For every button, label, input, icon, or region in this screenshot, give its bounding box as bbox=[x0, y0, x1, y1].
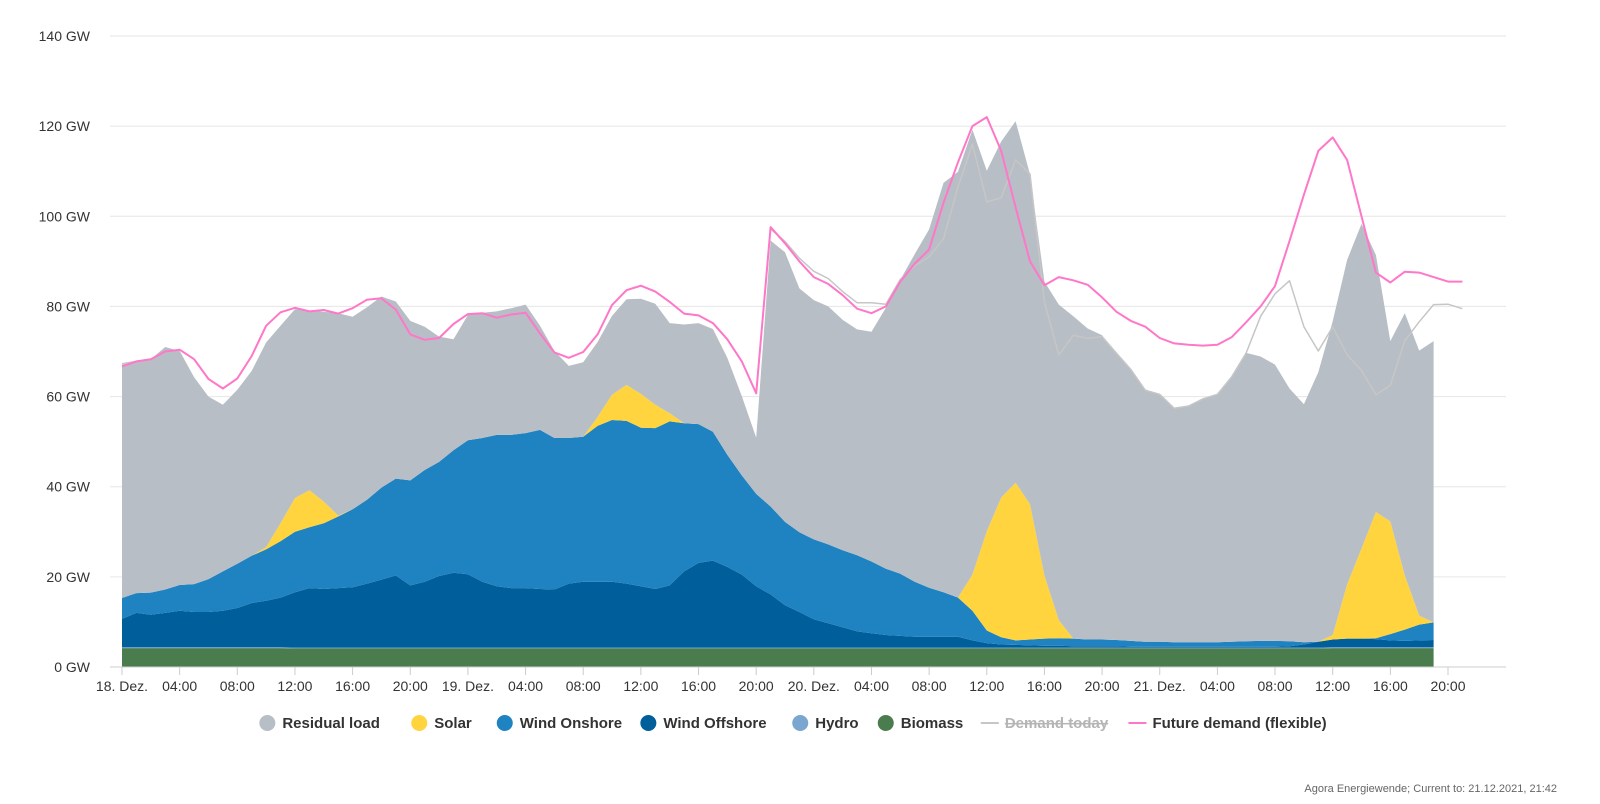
x-tick-label: 08:00 bbox=[220, 678, 255, 694]
area-residual-load bbox=[122, 121, 1434, 643]
legend: Residual load Solar Wind Onshore Wind Offsh… bbox=[259, 715, 1327, 732]
legend-item-hydro[interactable]: Hydro bbox=[792, 715, 859, 732]
y-tick-label: 0 GW bbox=[54, 659, 91, 675]
stacked-areas bbox=[122, 121, 1434, 667]
demand-lines bbox=[121, 116, 1463, 410]
x-tick-label: 04:00 bbox=[508, 678, 543, 694]
legend-label: Demand today bbox=[1005, 715, 1109, 732]
legend-marker-icon bbox=[640, 715, 657, 731]
area-hydro bbox=[122, 647, 1434, 649]
x-tick-label: 19. Dez. bbox=[442, 678, 494, 694]
y-tick-label: 20 GW bbox=[46, 569, 90, 585]
x-tick-label: 08:00 bbox=[566, 678, 601, 694]
legend-marker-icon bbox=[877, 715, 894, 731]
x-tick-label: 08:00 bbox=[912, 678, 947, 694]
legend-label: Hydro bbox=[815, 715, 858, 732]
x-tick-label: 16:00 bbox=[1027, 678, 1062, 694]
x-tick-label: 21. Dez. bbox=[1134, 678, 1186, 694]
legend-label: Biomass bbox=[901, 715, 964, 732]
x-tick-label: 18. Dez. bbox=[96, 678, 148, 694]
legend-item-demand-today[interactable]: Demand today bbox=[980, 715, 1109, 732]
x-tick-label: 20:00 bbox=[1085, 678, 1120, 694]
legend-label: Wind Onshore bbox=[520, 715, 622, 732]
legend-marker-icon bbox=[411, 715, 428, 731]
x-tick-label: 20:00 bbox=[1430, 678, 1465, 694]
legend-item-biomass[interactable]: Biomass bbox=[877, 715, 964, 732]
y-tick-label: 80 GW bbox=[46, 298, 90, 314]
x-tick-label: 12:00 bbox=[623, 678, 658, 694]
x-tick-label: 16:00 bbox=[335, 678, 370, 694]
x-tick-label: 20. Dez. bbox=[788, 678, 840, 694]
x-tick-label: 04:00 bbox=[1200, 678, 1235, 694]
x-tick-label: 12:00 bbox=[277, 678, 312, 694]
area-wind-onshore bbox=[122, 420, 1434, 647]
area-biomass bbox=[122, 648, 1434, 667]
y-tick-label: 140 GW bbox=[39, 28, 91, 44]
x-tick-label: 20:00 bbox=[393, 678, 428, 694]
x-tick-label: 12:00 bbox=[969, 678, 1004, 694]
x-tick-label: 08:00 bbox=[1258, 678, 1293, 694]
legend-item-wind-onshore[interactable]: Wind Onshore bbox=[496, 715, 622, 732]
legend-item-wind-offshore[interactable]: Wind Offshore bbox=[640, 715, 767, 732]
area-wind-offshore bbox=[122, 560, 1434, 648]
legend-marker-icon bbox=[496, 715, 513, 731]
legend-label: Solar bbox=[434, 715, 472, 732]
line-future-demand-flexible- bbox=[121, 116, 1463, 395]
legend-label: Wind Offshore bbox=[663, 715, 766, 732]
x-tick-label: 20:00 bbox=[739, 678, 774, 694]
y-tick-label: 100 GW bbox=[39, 208, 91, 224]
y-tick-label: 40 GW bbox=[46, 479, 90, 495]
y-tick-label: 60 GW bbox=[46, 389, 90, 405]
y-tick-label: 120 GW bbox=[39, 118, 91, 134]
legend-label: Future demand (flexible) bbox=[1152, 715, 1326, 732]
x-tick-label: 04:00 bbox=[854, 678, 889, 694]
legend-item-future-demand-flexible-[interactable]: Future demand (flexible) bbox=[1128, 715, 1327, 732]
x-tick-label: 16:00 bbox=[1373, 678, 1408, 694]
x-tick-label: 16:00 bbox=[681, 678, 716, 694]
legend-item-residual-load[interactable]: Residual load bbox=[259, 715, 380, 732]
legend-marker-icon bbox=[259, 715, 276, 731]
axes: 0 GW 20 GW 40 GW 60 GW 80 GW 100 GW 120 GW 140 … bbox=[39, 28, 1506, 694]
x-tick-label: 04:00 bbox=[162, 678, 197, 694]
legend-marker-icon bbox=[792, 715, 809, 731]
x-tick-label: 12:00 bbox=[1315, 678, 1350, 694]
credit-text: Agora Energiewende; Current to: 21.12.20… bbox=[1304, 783, 1557, 795]
legend-item-solar[interactable]: Solar bbox=[411, 715, 472, 732]
legend-label: Residual load bbox=[282, 715, 380, 732]
